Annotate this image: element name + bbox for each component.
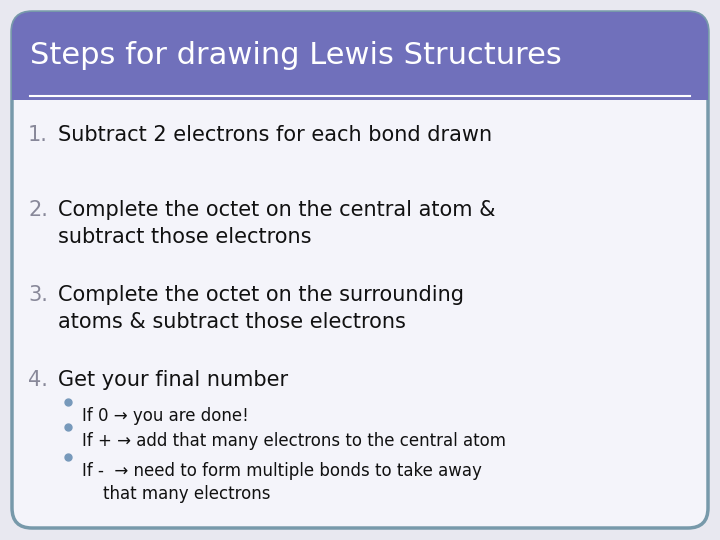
FancyBboxPatch shape [12,12,708,528]
Text: 2.: 2. [28,200,48,220]
Text: 3.: 3. [28,285,48,305]
FancyBboxPatch shape [12,12,708,100]
Text: 4.: 4. [28,370,48,390]
Text: Complete the octet on the central atom &
subtract those electrons: Complete the octet on the central atom &… [58,200,495,247]
Text: 1.: 1. [28,125,48,145]
Text: Complete the octet on the surrounding
atoms & subtract those electrons: Complete the octet on the surrounding at… [58,285,464,332]
Text: Subtract 2 electrons for each bond drawn: Subtract 2 electrons for each bond drawn [58,125,492,145]
Text: Steps for drawing Lewis Structures: Steps for drawing Lewis Structures [30,42,562,71]
Bar [12,56,708,100]
Text: If -  → need to form multiple bonds to take away
    that many electrons: If - → need to form multiple bonds to ta… [82,462,482,503]
Text: If + → add that many electrons to the central atom: If + → add that many electrons to the ce… [82,432,506,450]
Text: If 0 → you are done!: If 0 → you are done! [82,407,248,425]
Text: Get your final number: Get your final number [58,370,288,390]
